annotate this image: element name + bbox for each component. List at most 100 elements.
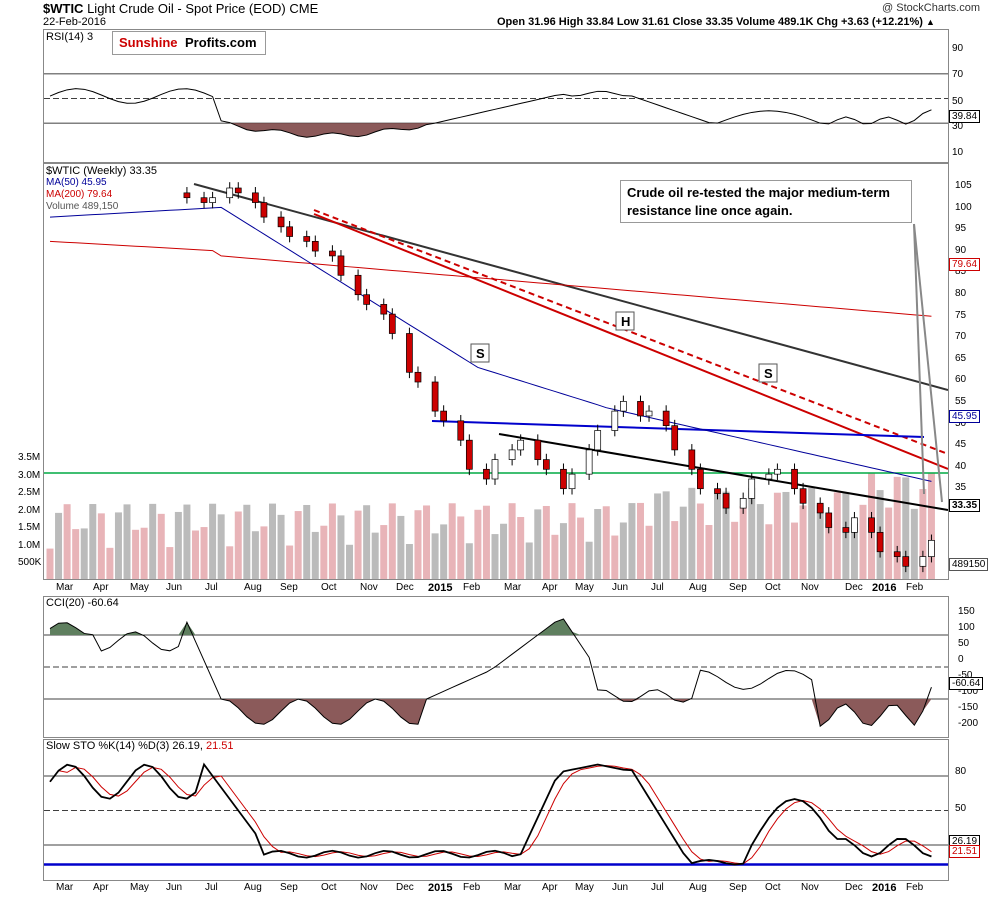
candle-body bbox=[380, 304, 388, 315]
sto-panel bbox=[43, 739, 949, 881]
volume-bar bbox=[902, 477, 910, 579]
volume-bar bbox=[243, 504, 251, 579]
cci-axis-label: -100 bbox=[958, 686, 979, 697]
candle-body bbox=[714, 488, 721, 494]
volume-bar bbox=[286, 545, 294, 579]
pattern-label: H bbox=[621, 314, 630, 329]
price-axis-label: 70 bbox=[955, 331, 967, 343]
volume-bar bbox=[816, 504, 824, 579]
sto-axis-label: 80 bbox=[955, 766, 967, 777]
candle-body bbox=[568, 473, 576, 490]
month-label: Sep bbox=[729, 582, 747, 593]
sto-axis-label: 50 bbox=[955, 803, 967, 814]
month-label: Feb bbox=[463, 882, 481, 893]
volume-bar bbox=[551, 534, 559, 579]
volume-bar bbox=[346, 544, 354, 579]
candle-body bbox=[542, 459, 550, 470]
volume-bar bbox=[80, 528, 88, 579]
symbol-title: $WTIC Light Crude Oil - Spot Price (EOD)… bbox=[43, 1, 318, 16]
candle-body bbox=[851, 517, 858, 533]
last-price-badge: 33.35 bbox=[949, 499, 981, 512]
volume-bar bbox=[765, 524, 773, 579]
candle-body bbox=[209, 197, 216, 203]
cci-line bbox=[49, 618, 932, 728]
month-label: 2015 bbox=[428, 582, 453, 594]
volume-axis-label: 3.5M bbox=[18, 452, 41, 463]
volume-bar bbox=[799, 505, 807, 579]
month-label: Nov bbox=[360, 882, 378, 893]
price-axis-label: 75 bbox=[955, 309, 967, 321]
long-term-trend-line bbox=[193, 183, 949, 391]
rsi-axis-label: 70 bbox=[952, 69, 964, 80]
annotation-line-1: Crude oil re-tested the major medium-ter… bbox=[627, 185, 890, 200]
cci-axis-label: -200 bbox=[958, 718, 979, 729]
candle-body bbox=[637, 401, 644, 417]
month-label: Dec bbox=[396, 882, 414, 893]
candle-body bbox=[337, 255, 345, 276]
volume-bar bbox=[910, 508, 918, 579]
volume-axis-label: 2.5M bbox=[18, 487, 41, 498]
volume-bar bbox=[157, 513, 165, 579]
sto-d-line bbox=[49, 765, 932, 865]
month-label: Dec bbox=[845, 882, 863, 893]
volume-bar bbox=[714, 493, 721, 579]
ma50-badge: 45.95 bbox=[949, 410, 981, 423]
month-label: Feb bbox=[906, 582, 924, 593]
volume-bar bbox=[808, 487, 816, 579]
candle-body bbox=[594, 430, 602, 451]
volume-bar bbox=[183, 504, 191, 579]
month-label: Feb bbox=[906, 882, 924, 893]
volume-bar bbox=[850, 523, 858, 579]
volume-bar bbox=[893, 476, 901, 579]
candle-body bbox=[491, 459, 499, 480]
volume-bar bbox=[106, 547, 114, 579]
volume-bar bbox=[465, 543, 473, 579]
candle-body bbox=[363, 294, 370, 305]
volume-bar bbox=[559, 523, 567, 579]
volume-bar bbox=[200, 527, 208, 579]
volume-bar bbox=[508, 503, 516, 579]
month-label: May bbox=[130, 582, 149, 593]
volume-bar bbox=[782, 491, 790, 579]
sto-d-value: 21.51 bbox=[205, 740, 234, 752]
volume-axis-label: 1.0M bbox=[18, 539, 41, 551]
candle-body bbox=[329, 250, 336, 257]
volume-bar bbox=[825, 523, 833, 579]
month-label: Apr bbox=[542, 882, 558, 893]
month-label: May bbox=[575, 582, 594, 593]
candle-body bbox=[902, 556, 910, 567]
volume-bar bbox=[636, 502, 644, 579]
candle-body bbox=[748, 478, 756, 499]
volume-bar bbox=[645, 525, 653, 579]
volume-badge: 489150 bbox=[949, 558, 989, 571]
candle-body bbox=[277, 216, 285, 228]
cci-title: CCI(20) -60.64 bbox=[46, 597, 119, 609]
candle-body bbox=[928, 540, 935, 557]
price-legend: $WTIC (Weekly) 33.35 MA(50) 45.95 MA(200… bbox=[46, 165, 157, 213]
rsi-axis-label: 30 bbox=[952, 121, 964, 132]
volume-bar bbox=[594, 509, 602, 579]
candle-body bbox=[799, 488, 807, 504]
volume-bar bbox=[654, 493, 662, 579]
volume-bar bbox=[440, 524, 448, 579]
cci-panel bbox=[43, 596, 949, 738]
volume-axis-label: 2.0M bbox=[18, 504, 41, 516]
volume-bar bbox=[611, 535, 619, 579]
volume-bar bbox=[756, 504, 764, 579]
volume-bar bbox=[482, 505, 490, 579]
volume-bar bbox=[859, 504, 867, 579]
volume-bar bbox=[405, 544, 413, 579]
volume-bar bbox=[363, 505, 371, 579]
annotation-line-2: resistance line once again. bbox=[627, 203, 793, 218]
volume-bar bbox=[89, 504, 97, 579]
month-label: Sep bbox=[729, 882, 747, 893]
ohlc-values: Open 31.96 High 33.84 Low 31.61 Close 33… bbox=[497, 16, 923, 28]
cci-axis-label: 0 bbox=[958, 654, 964, 665]
candle-body bbox=[919, 556, 927, 567]
volume-bar bbox=[619, 522, 627, 579]
pattern-label: S bbox=[764, 366, 773, 381]
volume-bar bbox=[354, 510, 362, 579]
volume-bar bbox=[63, 504, 71, 579]
volume-bar bbox=[414, 510, 422, 579]
candle-body bbox=[183, 192, 191, 199]
